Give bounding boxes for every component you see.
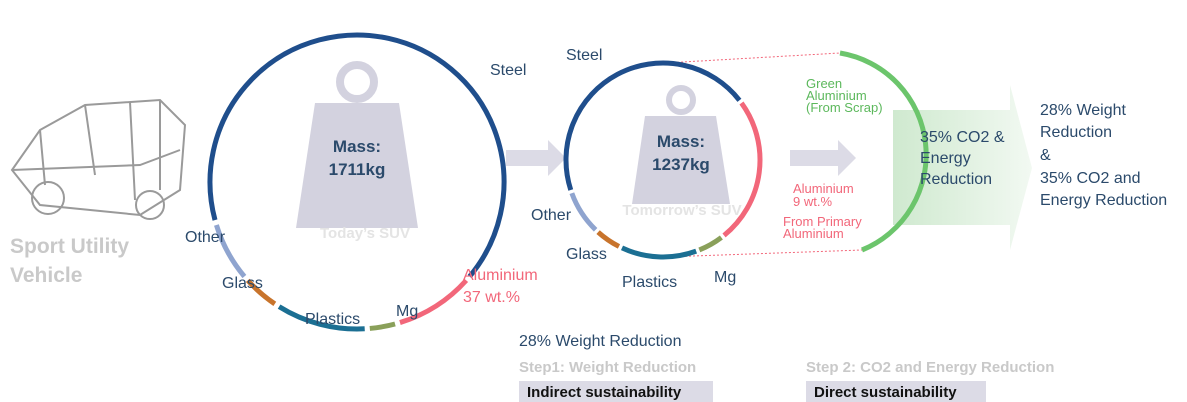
green-arrow [893, 85, 1032, 250]
ring-segment [563, 60, 742, 191]
result: 28% Weight [1040, 102, 1127, 119]
label: Green [806, 76, 842, 91]
step-tag: Direct sustainability [814, 384, 957, 401]
label: Aluminium [463, 267, 538, 284]
mass-label: Mass: [333, 137, 381, 156]
label: Steel [490, 62, 526, 79]
vehicle-label: Sport Utility [10, 235, 129, 258]
ring-segment [596, 230, 621, 249]
result: Reduction [1040, 124, 1112, 141]
ring-today [207, 32, 507, 332]
ring-segment [207, 32, 507, 279]
label: Plastics [305, 311, 360, 328]
label: (From Scrap) [806, 100, 883, 115]
suv-name: Tomorrow’s SUV [622, 202, 741, 219]
result: Energy Reduction [1040, 192, 1167, 209]
label: Steel [566, 47, 602, 64]
weight-ring [336, 61, 378, 103]
step-result: 28% Weight Reduction [519, 333, 681, 350]
label: 37 wt.% [463, 289, 520, 306]
label: Aluminium [783, 226, 844, 241]
car-frame [10, 98, 187, 220]
ring-segment [277, 304, 365, 332]
arrow [790, 140, 856, 176]
step-title: Step 2: CO2 and Energy Reduction [806, 359, 1054, 376]
green-arc [839, 50, 929, 253]
label: From Primary [783, 214, 862, 229]
step-tag: Indirect sustainability [527, 384, 682, 401]
ring-segment [399, 278, 469, 325]
ring-segment [214, 224, 247, 279]
weight [296, 103, 418, 228]
label: Glass [566, 246, 607, 263]
tag-bg [806, 381, 986, 402]
label: Other [185, 229, 226, 246]
ring-segment [698, 235, 723, 253]
label: Aluminium [806, 88, 867, 103]
label: 9 wt.% [793, 194, 832, 209]
vehicle-label: Vehicle [10, 264, 82, 287]
weight [632, 116, 730, 204]
label: Glass [222, 275, 263, 292]
step-title: Step1: Weight Reduction [519, 359, 696, 376]
label: Mg [714, 269, 736, 286]
arrow-text: Reduction [920, 171, 992, 188]
label: Aluminium [793, 181, 854, 196]
arrow-text: 35% CO2 & [920, 129, 1005, 146]
weight-ring [666, 85, 696, 115]
guide [664, 249, 863, 258]
ring-segment [245, 278, 277, 306]
label: Other [531, 207, 572, 224]
result: 35% CO2 and [1040, 170, 1141, 187]
tag-bg [519, 381, 713, 402]
guide [664, 52, 841, 64]
mass-label: Mass: [657, 132, 705, 151]
ring-segment [369, 321, 396, 331]
ring-segment [722, 101, 763, 238]
ring-segment [569, 192, 598, 232]
suv-name: Today’s SUV [320, 225, 410, 242]
label: Mg [396, 303, 418, 320]
label: Plastics [622, 274, 677, 291]
mass-value: 1237kg [652, 155, 710, 174]
ring-tomorrow [563, 60, 763, 260]
arrow [506, 140, 566, 176]
arrow-text: Energy [920, 150, 971, 167]
result: & [1040, 147, 1051, 164]
mass-value: 1711kg [329, 160, 386, 179]
ring-segment [620, 245, 698, 260]
